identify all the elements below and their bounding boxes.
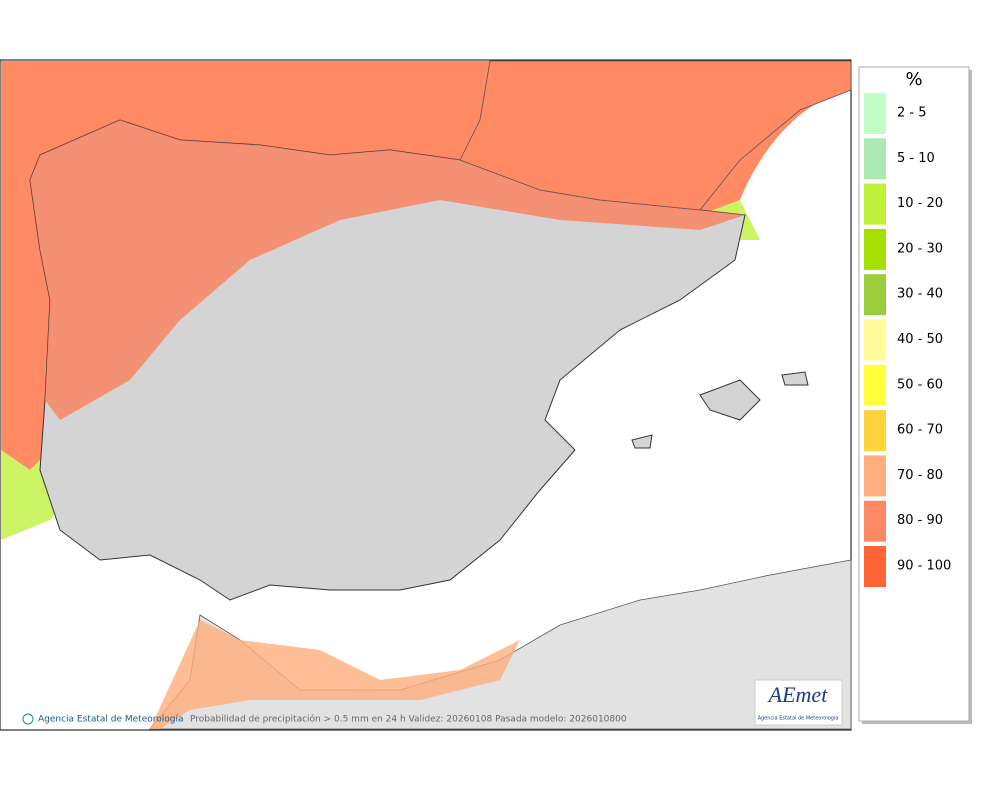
legend-label: 5 - 10 [897,151,935,166]
legend-label: 70 - 80 [897,468,943,483]
agency-icon [22,713,34,725]
menorca [781,371,809,386]
legend-swatch [864,274,886,316]
legend-label: 10 - 20 [897,196,943,211]
legend-swatch [864,138,886,180]
logo: AEmet [767,682,829,707]
legend-label: 60 - 70 [897,423,943,438]
strait-rain [150,620,520,729]
legend-swatch [864,319,886,361]
legend-label: 50 - 60 [897,377,943,392]
legend-label: 40 - 50 [897,332,943,347]
legend-label: 90 - 100 [897,559,951,574]
ibiza [631,434,653,449]
legend-swatch [864,183,886,225]
legend-swatch [864,93,886,134]
map: Agencia Estatal de Meteorología Probabil… [0,59,852,731]
mallorca [699,379,761,421]
legend-swatch [864,228,886,270]
legend-swatch [864,410,886,452]
north-rain [30,120,745,420]
agency-name: Agencia Estatal de Meteorología [38,715,184,725]
legend-label: 80 - 90 [897,513,943,528]
legend: % 2 - 5 5 - 10 10 - 20 20 - 30 30 - 40 40 - 5… [858,66,972,724]
legend-swatch [864,364,886,406]
legend-label: 20 - 30 [897,241,943,256]
legend-swatch [864,455,886,497]
legend-swatch [864,546,886,587]
legend-label: 30 - 40 [897,287,943,302]
logo-subtitle: Agencia Estatal de Meteorología [758,715,839,722]
caption: Probabilidad de precipitación > 0.5 mm e… [190,714,627,725]
france [459,60,852,211]
legend-title: % [905,69,922,90]
logo-box [754,679,843,726]
legend-swatch [864,500,886,542]
legend-label: 2 - 5 [897,106,927,121]
